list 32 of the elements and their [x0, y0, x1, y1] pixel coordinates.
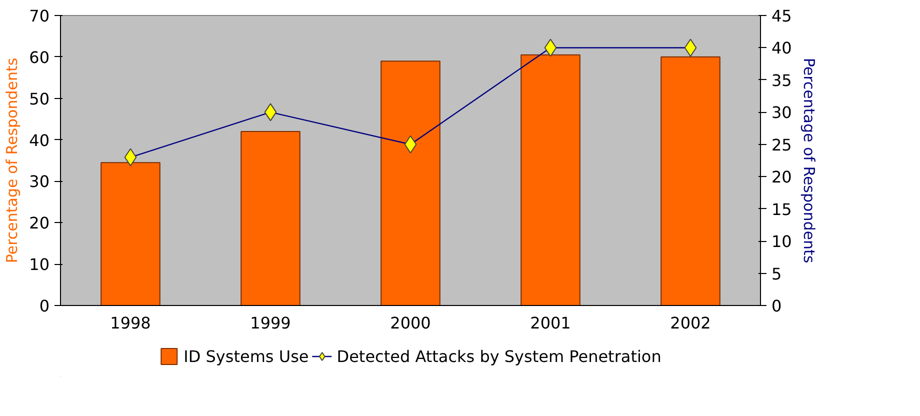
y2-tick-label: 5 [772, 264, 782, 284]
y2-tick-label: 30 [772, 103, 792, 122]
x-tick-label: 2002 [670, 314, 711, 332]
y2-axis-title: Percentage of Respondents [800, 58, 818, 264]
y-tick-label: 40 [29, 130, 50, 150]
bar [520, 54, 580, 306]
y-tick-label: 60 [29, 48, 50, 67]
y2-tick-label: 35 [772, 70, 792, 90]
y2-tick-label: 10 [772, 232, 792, 252]
y-tick-label: 70 [29, 6, 50, 26]
y2-tick-label: 20 [772, 168, 792, 187]
y-tick-label: 10 [29, 255, 50, 274]
y-tick-label: 20 [29, 214, 50, 233]
x-tick-label: 2001 [530, 314, 571, 332]
bar [100, 162, 160, 306]
y2-tick-label: 0 [772, 296, 782, 316]
y-tick-label: 0 [39, 296, 50, 316]
y2-tick-label: 25 [772, 135, 792, 154]
x-tick-label: 1998 [110, 314, 151, 332]
legend-label: ID Systems Use [184, 346, 309, 366]
y2-tick-label: 40 [772, 38, 792, 58]
y2-tick-label: 45 [772, 6, 792, 26]
bar [380, 60, 440, 306]
legend-label: Detected Attacks by System Penetration [336, 346, 662, 366]
y-tick-label: 50 [29, 89, 50, 108]
bar [240, 131, 300, 306]
y-tick-label: 30 [29, 172, 50, 192]
x-tick-label: 1999 [250, 314, 291, 332]
y-axis-title: Percentage of Respondents [3, 58, 22, 264]
bar [660, 56, 720, 306]
y2-tick-label: 15 [772, 200, 792, 219]
x-tick-label: 2000 [390, 314, 431, 332]
